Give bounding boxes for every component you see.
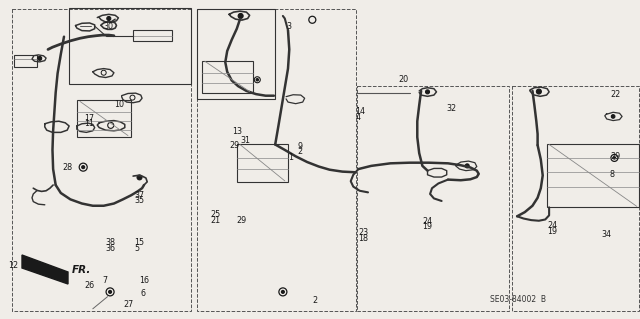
Text: 31: 31 [240,136,250,145]
Circle shape [38,56,42,60]
Circle shape [256,78,259,81]
Text: 23: 23 [358,228,369,237]
Text: FR.: FR. [72,265,92,275]
Text: 29: 29 [229,141,239,150]
Text: 38: 38 [105,238,115,247]
Bar [69,8,191,84]
Circle shape [238,13,243,19]
Bar [357,86,509,311]
Circle shape [82,166,84,169]
Text: 21: 21 [210,216,220,225]
Bar [197,9,356,311]
Text: 30: 30 [104,22,114,31]
Bar [197,9,275,99]
Text: 20: 20 [398,75,408,84]
Circle shape [613,157,616,159]
Text: 6: 6 [141,289,146,298]
Text: 1: 1 [288,153,293,162]
Text: 19: 19 [422,222,433,231]
Circle shape [611,115,615,118]
Text: 2: 2 [298,147,303,156]
Circle shape [426,90,429,94]
Text: 33: 33 [29,261,40,270]
Text: 8: 8 [610,170,615,179]
Text: 16: 16 [140,276,150,285]
Bar [12,9,191,311]
Text: 35: 35 [134,197,145,205]
Text: 14: 14 [355,107,365,116]
Text: 18: 18 [358,234,369,243]
Circle shape [536,89,541,94]
Bar [202,61,253,93]
Polygon shape [22,255,68,284]
Text: 27: 27 [123,300,133,309]
Text: 24: 24 [547,221,557,230]
Text: 37: 37 [134,191,145,200]
Text: 15: 15 [134,238,145,247]
Bar [512,86,639,311]
Text: 5: 5 [134,244,140,253]
Circle shape [107,17,111,20]
Circle shape [282,290,284,293]
Text: 4: 4 [355,113,360,122]
Text: 24: 24 [422,217,433,226]
Text: 13: 13 [232,127,242,136]
Text: 10: 10 [114,100,124,109]
Text: 36: 36 [105,244,115,253]
Text: 25: 25 [210,210,220,219]
Text: 29: 29 [610,152,620,161]
Bar [77,100,131,137]
Bar [14,55,37,67]
Text: 22: 22 [610,90,620,99]
Text: 17: 17 [84,114,95,122]
Text: 9: 9 [298,142,303,151]
Text: SE03-84002  B: SE03-84002 B [490,295,546,305]
Text: 26: 26 [84,281,95,290]
Bar [237,144,288,182]
Circle shape [465,164,469,168]
Text: 12: 12 [8,261,18,270]
Bar [133,30,172,41]
Text: 2: 2 [312,296,317,305]
Circle shape [137,175,142,180]
Bar [547,144,639,207]
Circle shape [109,290,111,293]
Text: 29: 29 [237,216,247,225]
Text: 7: 7 [102,276,108,285]
Text: 28: 28 [63,163,73,172]
Text: 3: 3 [287,22,292,31]
Text: 19: 19 [547,227,557,236]
Text: 34: 34 [602,230,612,239]
Text: 32: 32 [447,104,457,113]
Text: 11: 11 [84,119,95,128]
